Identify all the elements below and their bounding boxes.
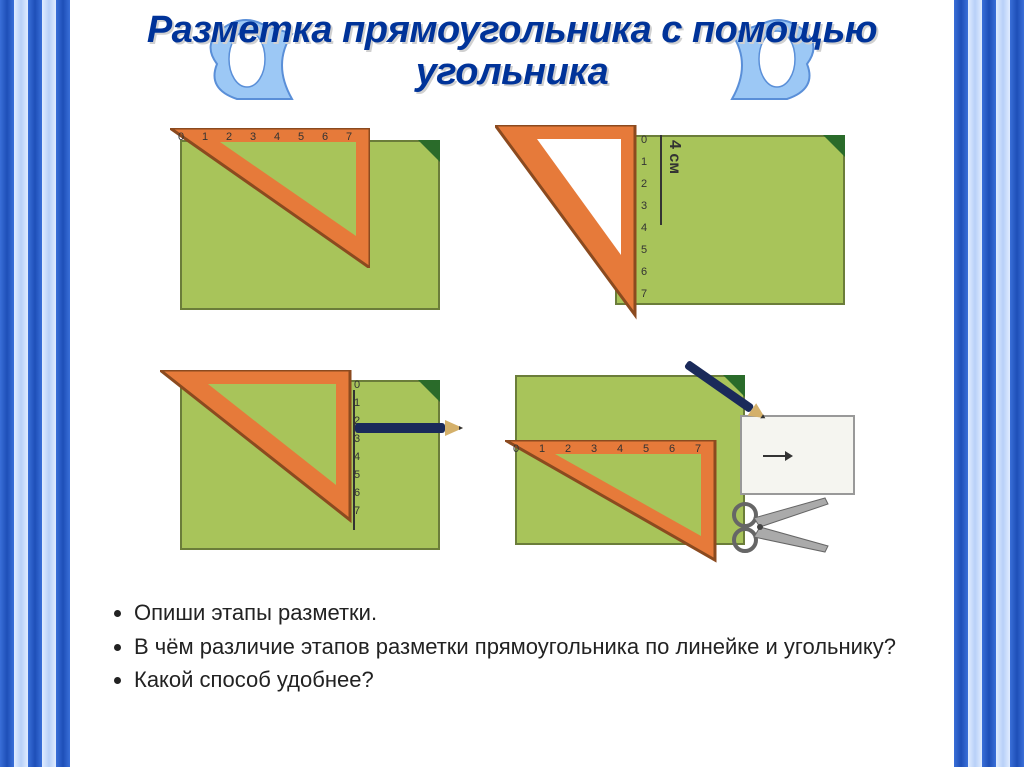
svg-text:5: 5 bbox=[298, 131, 304, 143]
svg-text:4: 4 bbox=[617, 443, 623, 455]
svg-text:4: 4 bbox=[641, 222, 647, 234]
svg-text:0: 0 bbox=[513, 443, 519, 455]
curtain-left bbox=[0, 0, 70, 767]
svg-text:3: 3 bbox=[591, 443, 597, 455]
pencil-icon bbox=[355, 415, 465, 450]
slide-title: Разметка прямоугольника с помощью угольн… bbox=[90, 10, 934, 94]
bullet-item: Опиши этапы разметки. bbox=[134, 598, 934, 628]
svg-text:1: 1 bbox=[641, 156, 647, 168]
svg-text:7: 7 bbox=[346, 131, 352, 143]
svg-text:5: 5 bbox=[641, 244, 647, 256]
svg-text:2: 2 bbox=[641, 178, 647, 190]
bullet-item: В чём различие этапов разметки прямоугол… bbox=[134, 632, 934, 662]
svg-text:2: 2 bbox=[565, 443, 571, 455]
svg-text:3: 3 bbox=[250, 131, 256, 143]
svg-text:1: 1 bbox=[539, 443, 545, 455]
svg-text:6: 6 bbox=[641, 266, 647, 278]
svg-text:0: 0 bbox=[641, 134, 647, 146]
svg-text:4: 4 bbox=[274, 131, 280, 143]
arrow-icon bbox=[763, 448, 793, 469]
svg-text:6: 6 bbox=[669, 443, 675, 455]
svg-text:5: 5 bbox=[643, 443, 649, 455]
panel-1: 0 1 2 3 4 5 6 7 bbox=[140, 120, 480, 330]
svg-text:0: 0 bbox=[178, 131, 184, 143]
svg-text:2: 2 bbox=[226, 131, 232, 143]
svg-text:3: 3 bbox=[641, 200, 647, 212]
svg-text:7: 7 bbox=[641, 288, 647, 300]
panel-4: 0 1 2 3 4 5 6 7 bbox=[515, 360, 855, 570]
scissors-icon bbox=[730, 490, 840, 565]
bullet-item: Какой способ удобнее? bbox=[134, 665, 934, 695]
svg-text:6: 6 bbox=[322, 131, 328, 143]
measurement-label: 4 см bbox=[665, 140, 683, 174]
diagram-grid: 0 1 2 3 4 5 6 7 0 1 2 3 4 5 6 7 4 см bbox=[140, 120, 860, 570]
bullet-list: Опиши этапы разметки. В чём различие эта… bbox=[110, 598, 934, 699]
curtain-right bbox=[954, 0, 1024, 767]
svg-text:7: 7 bbox=[695, 443, 701, 455]
svg-text:1: 1 bbox=[202, 131, 208, 143]
panel-2: 0 1 2 3 4 5 6 7 4 см bbox=[515, 120, 855, 330]
panel-3: 012 345 67 bbox=[140, 360, 480, 570]
